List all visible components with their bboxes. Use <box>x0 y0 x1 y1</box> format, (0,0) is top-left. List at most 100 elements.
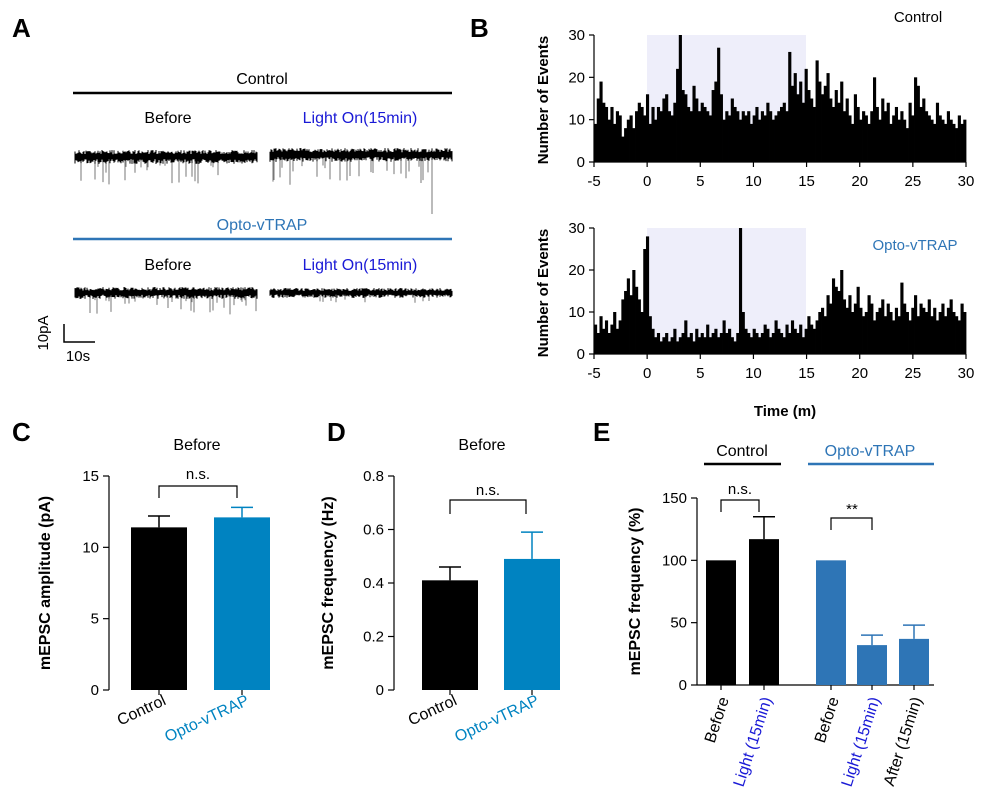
histogram-bar <box>793 73 797 162</box>
histogram-bars <box>594 35 967 163</box>
histogram-bar <box>853 303 857 354</box>
opto-label: Opto-vTRAP <box>217 217 308 234</box>
histogram-bar <box>892 320 896 354</box>
histogram-bar <box>900 111 904 162</box>
panel-letter-d: D <box>327 417 346 447</box>
histogram-bar <box>919 106 923 162</box>
histogram-bar <box>826 73 830 162</box>
panel-letter-a: A <box>12 13 31 43</box>
b-ylabel-bottom: Number of Events <box>535 229 552 357</box>
histogram-bar <box>905 128 909 162</box>
bar <box>214 517 270 690</box>
histogram-bar <box>886 303 890 354</box>
histogram-bar <box>955 128 959 162</box>
histogram-bar <box>801 337 806 354</box>
y-tick-label: 20 <box>568 69 585 86</box>
histogram-bar <box>831 106 836 162</box>
x-tick-label: 30 <box>958 173 975 190</box>
panel-letter-c: C <box>12 417 31 447</box>
histogram-bar <box>615 328 620 354</box>
histogram-bar <box>673 328 677 354</box>
bar <box>422 580 478 690</box>
histogram-bar <box>818 81 822 162</box>
histogram-bar <box>774 115 778 162</box>
histogram-bar <box>689 333 693 354</box>
histogram-bar <box>708 115 713 162</box>
histogram-bar <box>837 291 841 354</box>
histogram-bar <box>823 316 827 354</box>
histogram-bar <box>960 303 964 354</box>
histogram-bar <box>618 115 622 162</box>
histogram-bar <box>867 123 871 162</box>
histogram-bar <box>637 102 641 162</box>
group-label-control: Control <box>716 443 768 460</box>
histogram-bar <box>829 303 833 354</box>
histogram-bar <box>697 337 702 354</box>
scale-bar-x-label: 10s <box>66 348 90 365</box>
histogram-bar <box>905 312 909 354</box>
y-tick-label: 30 <box>568 27 585 44</box>
x-tick-label: Opto-vTRAP <box>452 692 541 746</box>
histogram-bar <box>717 47 721 163</box>
histogram-bar <box>812 328 816 354</box>
histogram-bar <box>629 115 633 162</box>
histogram-bar <box>903 119 907 162</box>
histogram-bar <box>676 341 680 354</box>
bar <box>899 638 929 685</box>
histogram-bar <box>777 111 781 162</box>
histogram-bar <box>635 111 639 162</box>
scale-bar <box>63 324 95 343</box>
histogram-bar <box>900 282 904 354</box>
histogram-bar <box>856 106 860 162</box>
histogram-bar <box>659 111 663 162</box>
histogram-bar <box>807 90 811 162</box>
x-tick-label: 0 <box>643 173 651 190</box>
significance-bracket <box>449 499 527 514</box>
histogram-bar <box>673 102 677 162</box>
histogram-bar <box>952 312 956 354</box>
histogram-bar <box>626 119 630 162</box>
histogram-bar <box>695 98 699 162</box>
histogram-bar <box>790 85 795 162</box>
light-on-label-control: Light On(15min) <box>303 110 418 127</box>
histogram-bar <box>963 119 967 162</box>
histogram-bar <box>780 106 784 162</box>
histogram-bar <box>736 111 740 162</box>
histogram-bar <box>834 90 838 162</box>
histogram-bar <box>602 102 606 162</box>
histogram-bar <box>695 328 699 354</box>
histogram-bar <box>760 333 764 354</box>
y-tick-label: 150 <box>662 490 687 507</box>
histogram-bar <box>749 123 754 162</box>
histogram-bar <box>681 90 685 162</box>
histogram-bar <box>927 299 931 354</box>
histogram-bar <box>780 333 784 354</box>
x-tick-label: 5 <box>696 365 704 382</box>
histogram-bar <box>878 119 882 162</box>
histogram-bar <box>859 307 863 354</box>
histogram-bar <box>782 337 786 354</box>
histogram-bar <box>766 328 770 354</box>
histogram-bar <box>831 278 836 354</box>
histogram-bar <box>815 320 819 354</box>
histogram-bar <box>626 278 630 354</box>
x-tick-label: 5 <box>696 173 704 190</box>
bar <box>816 560 846 685</box>
y-tick-label: 30 <box>568 220 585 237</box>
histogram-bar <box>687 337 691 354</box>
histogram-bar <box>955 316 959 354</box>
histogram-bar <box>894 106 899 162</box>
histogram-bar <box>859 119 863 162</box>
histogram-bar <box>807 316 811 354</box>
histogram-bar <box>823 85 827 162</box>
histogram-bar <box>911 115 915 162</box>
histogram-bar <box>651 106 655 162</box>
b-control-label: Control <box>894 9 942 26</box>
histogram-bar <box>957 115 961 162</box>
histogram-bar <box>897 316 901 354</box>
histogram-bar <box>788 51 792 162</box>
x-tick-label: Control <box>115 692 169 729</box>
histogram-bar <box>774 320 778 354</box>
histogram-bar <box>681 333 685 354</box>
